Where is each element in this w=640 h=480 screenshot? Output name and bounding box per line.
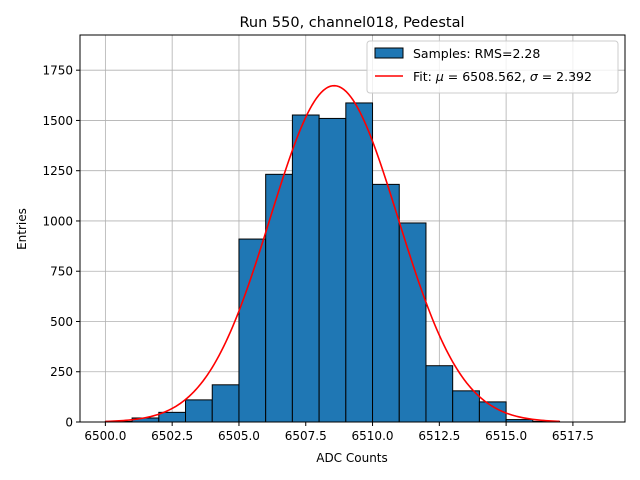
- y-tick-label-2: 500: [50, 315, 73, 329]
- y-axis-label: Entries: [15, 208, 29, 250]
- histogram-bar-3: [185, 399, 213, 423]
- legend-box: [366, 40, 619, 94]
- y-tick-label-0: 0: [65, 416, 73, 430]
- histogram-bar-6: [265, 173, 293, 423]
- histogram-bar-5: [238, 238, 267, 423]
- legend-fit-mu-value: = 6508.562,: [444, 69, 530, 84]
- x-tick-label-2: 6505.0: [218, 429, 260, 443]
- x-tick-label-1: 6502.5: [151, 429, 193, 443]
- x-tick-label-6: 6515.0: [485, 429, 527, 443]
- histogram-bar-12: [425, 365, 454, 423]
- histogram-bar-9: [345, 102, 374, 423]
- histogram-bar-4: [211, 384, 240, 423]
- y-tick-label-7: 1750: [42, 64, 73, 78]
- x-tick-label-3: 6507.5: [285, 429, 327, 443]
- x-tick-label-7: 6517.5: [552, 429, 594, 443]
- histogram-bar-7: [291, 114, 320, 423]
- y-axis-ticks: 0 250 500 750 1000 1250 1500 1750: [42, 64, 80, 430]
- histogram-bar-10: [372, 183, 400, 423]
- y-tick-label-3: 750: [50, 265, 73, 279]
- legend-fit-sigma-value: = 2.392: [538, 69, 592, 84]
- x-axis-label: ADC Counts: [316, 451, 388, 465]
- fit-curve: [105, 84, 560, 423]
- legend-fit-mu-symbol: μ: [435, 69, 444, 84]
- histogram-bars: [104, 102, 561, 423]
- histogram-bar-8: [318, 117, 347, 423]
- legend: Samples: RMS=2.28 Fit: μ = 6508.562, σ =…: [366, 40, 619, 94]
- y-tick-label-5: 1250: [42, 164, 73, 178]
- histogram-bar-13: [452, 390, 480, 423]
- legend-histogram-swatch: [374, 47, 404, 59]
- histogram-bar-2: [158, 411, 187, 423]
- chart-title: Run 550, channel018, Pedestal: [239, 15, 464, 31]
- y-tick-label-4: 1000: [42, 214, 73, 228]
- histogram-bar-11: [398, 222, 427, 423]
- y-tick-label-6: 1500: [42, 114, 73, 128]
- x-tick-label-5: 6512.5: [418, 429, 460, 443]
- x-tick-label-0: 6500.0: [84, 429, 126, 443]
- legend-histogram-label: Samples: RMS=2.28: [413, 46, 540, 61]
- x-axis-ticks: 6500.0 6502.5 6505.0 6507.5 6510.0 6512.5 6515…: [84, 422, 594, 443]
- x-tick-label-4: 6510.0: [352, 429, 394, 443]
- y-tick-label-1: 250: [50, 365, 73, 379]
- plot-frame: [79, 34, 626, 423]
- legend-fit-prefix: Fit:: [413, 69, 436, 84]
- legend-fit-label: Fit: μ = 6508.562, σ = 2.392: [413, 69, 592, 84]
- legend-fit-sigma-symbol: σ: [530, 69, 539, 84]
